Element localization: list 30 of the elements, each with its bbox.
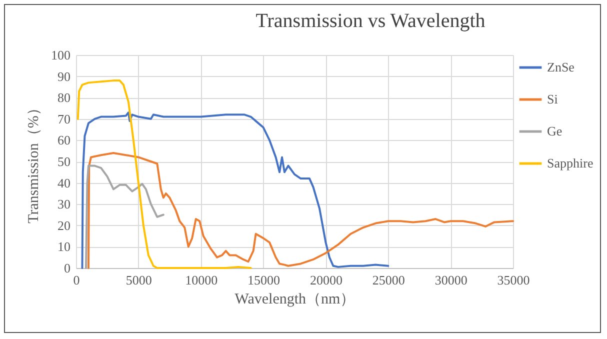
y-tick-label: 100 <box>51 48 70 62</box>
line-series <box>81 112 390 269</box>
y-tick-label: 0 <box>64 260 70 276</box>
legend-label: Sapphire <box>547 156 594 170</box>
line-series <box>76 80 252 269</box>
y-tick-label: 50 <box>58 154 70 169</box>
y-tick-label: 80 <box>58 90 70 106</box>
legend-label: ZnSe <box>547 60 575 74</box>
legend-label: Ge <box>547 124 562 138</box>
x-tick-label: 0 <box>73 272 80 288</box>
chart-title: Transmission vs Wavelength <box>256 10 486 32</box>
x-tick-label: 25000 <box>372 272 405 288</box>
y-tick-label: 90 <box>58 68 70 84</box>
x-tick-label: 10000 <box>185 272 218 288</box>
y-axis-title: Transmission（%） <box>26 100 42 224</box>
x-axis-title: Wavelength（nm） <box>234 292 356 308</box>
y-tick-label: 10 <box>58 239 70 254</box>
y-tick-label: 60 <box>58 132 70 148</box>
legend-label: Si <box>547 92 558 106</box>
y-tick-label: 20 <box>58 218 70 233</box>
x-tick-label: 35000 <box>497 272 530 288</box>
y-tick-label: 40 <box>58 175 70 190</box>
x-tick-label: 5000 <box>126 272 152 288</box>
y-tick-label: 30 <box>58 196 70 212</box>
y-tick-label: 70 <box>58 111 70 126</box>
line-series <box>84 164 164 269</box>
x-tick-label: 30000 <box>434 272 468 288</box>
line-series <box>87 152 514 269</box>
x-tick-label: 20000 <box>310 272 342 288</box>
x-tick-label: 15000 <box>248 272 280 288</box>
